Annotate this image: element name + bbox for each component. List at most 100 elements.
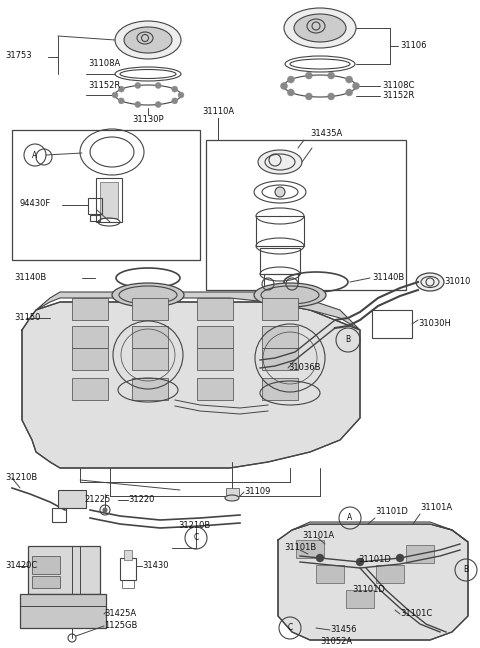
Bar <box>124 550 132 560</box>
Text: 31140B: 31140B <box>372 273 404 283</box>
Bar <box>197 348 233 370</box>
Ellipse shape <box>124 27 172 53</box>
Bar <box>58 490 86 508</box>
Ellipse shape <box>416 273 444 291</box>
Text: B: B <box>463 566 468 575</box>
Bar <box>262 348 298 370</box>
Bar <box>372 310 412 338</box>
Text: 31030H: 31030H <box>418 319 451 329</box>
Text: C: C <box>193 533 199 542</box>
Bar <box>132 378 168 400</box>
Text: 31108C: 31108C <box>382 82 414 91</box>
Bar <box>376 565 404 583</box>
Circle shape <box>316 554 324 562</box>
Bar <box>32 556 60 574</box>
Circle shape <box>135 82 141 89</box>
Bar <box>197 298 233 320</box>
Bar <box>262 326 298 348</box>
Bar <box>132 298 168 320</box>
Ellipse shape <box>294 14 346 42</box>
Bar <box>406 545 434 563</box>
Bar <box>90 215 100 221</box>
Circle shape <box>346 76 353 83</box>
Polygon shape <box>292 522 468 542</box>
Ellipse shape <box>284 8 356 48</box>
Ellipse shape <box>254 283 326 307</box>
Text: 31101A: 31101A <box>302 531 334 540</box>
Text: 31130P: 31130P <box>132 115 164 124</box>
Circle shape <box>346 89 353 96</box>
Bar <box>28 546 100 594</box>
Text: 31425A: 31425A <box>104 610 136 618</box>
Text: 31140B: 31140B <box>14 273 46 283</box>
Bar <box>206 140 406 290</box>
Text: 31106: 31106 <box>400 41 427 51</box>
Bar <box>100 182 118 218</box>
Bar <box>12 130 200 260</box>
Text: 21225: 21225 <box>84 496 110 505</box>
Bar <box>88 198 102 214</box>
Circle shape <box>178 92 184 98</box>
Bar <box>132 326 168 348</box>
Bar <box>197 378 233 400</box>
Text: C: C <box>288 623 293 632</box>
Text: 31101D: 31101D <box>352 586 385 594</box>
Ellipse shape <box>115 21 181 59</box>
Circle shape <box>288 76 294 83</box>
Text: A: A <box>32 150 37 159</box>
Bar <box>346 590 374 608</box>
Bar <box>32 576 60 588</box>
Circle shape <box>328 93 335 100</box>
Text: 31210B: 31210B <box>5 474 37 483</box>
Circle shape <box>155 102 161 108</box>
Bar <box>260 248 300 274</box>
Bar <box>122 580 134 588</box>
Circle shape <box>118 98 124 104</box>
Circle shape <box>356 558 364 566</box>
Circle shape <box>352 82 360 89</box>
Text: 31220: 31220 <box>128 496 155 505</box>
Text: 31753: 31753 <box>5 51 32 60</box>
Text: 31101C: 31101C <box>400 610 432 618</box>
Circle shape <box>288 89 294 96</box>
Text: 31109: 31109 <box>244 487 270 496</box>
Bar <box>72 348 108 370</box>
Polygon shape <box>22 302 360 468</box>
Bar <box>316 565 344 583</box>
Text: 31430: 31430 <box>142 562 168 570</box>
Text: 31152R: 31152R <box>88 80 120 89</box>
Circle shape <box>103 508 107 512</box>
Circle shape <box>275 187 285 197</box>
Text: B: B <box>346 336 350 345</box>
Bar <box>264 274 298 294</box>
Circle shape <box>328 72 335 79</box>
Bar <box>256 216 304 246</box>
Circle shape <box>172 98 178 104</box>
Bar <box>120 558 136 580</box>
Bar <box>226 488 239 496</box>
Text: 31036B: 31036B <box>288 364 321 373</box>
Text: 31101D: 31101D <box>375 507 408 516</box>
Text: 31101D: 31101D <box>358 555 391 564</box>
Bar <box>296 540 324 558</box>
Text: 1125GB: 1125GB <box>104 621 137 631</box>
Bar <box>52 508 66 522</box>
Circle shape <box>112 92 118 98</box>
Circle shape <box>305 93 312 100</box>
Circle shape <box>172 86 178 92</box>
Text: 31152R: 31152R <box>382 91 414 100</box>
Ellipse shape <box>258 150 302 174</box>
Text: 31150: 31150 <box>14 314 40 323</box>
Ellipse shape <box>225 495 239 501</box>
Polygon shape <box>36 292 360 330</box>
Text: 31010: 31010 <box>444 277 470 286</box>
Bar <box>20 594 106 628</box>
Ellipse shape <box>112 283 184 307</box>
Circle shape <box>118 86 124 92</box>
Text: 31108A: 31108A <box>88 60 120 69</box>
Bar <box>96 178 122 222</box>
Circle shape <box>280 82 288 89</box>
Text: 31420C: 31420C <box>5 562 37 570</box>
Text: 94430F: 94430F <box>20 200 51 209</box>
Bar <box>262 378 298 400</box>
